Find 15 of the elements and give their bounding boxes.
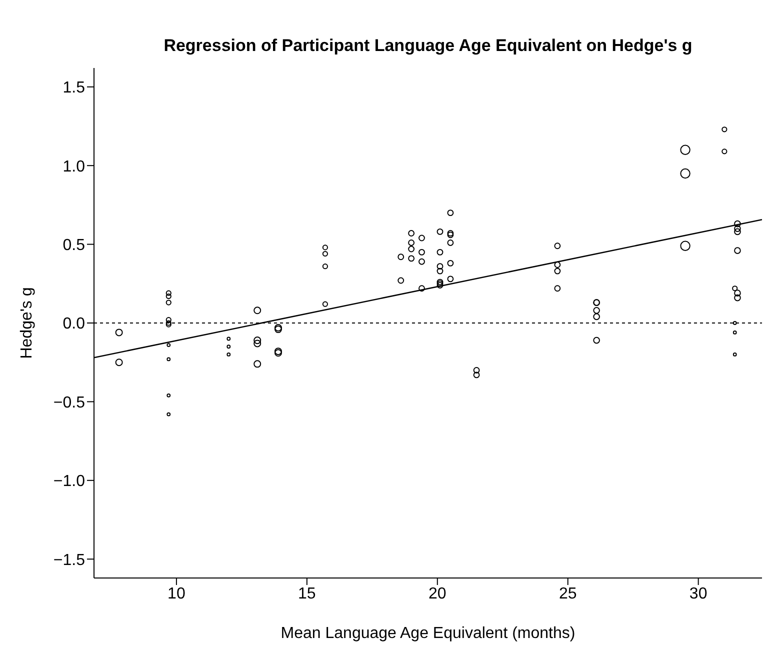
y-tick-label: −1.5 bbox=[53, 552, 86, 569]
x-tick-label: 25 bbox=[558, 585, 577, 602]
y-tick-label: 1.5 bbox=[62, 80, 86, 97]
y-tick-label: −1.0 bbox=[53, 473, 86, 490]
x-tick-label: 10 bbox=[168, 585, 186, 602]
x-tick-label: 15 bbox=[298, 585, 316, 602]
y-tick-label: 0.0 bbox=[62, 316, 86, 333]
x-tick-label: 20 bbox=[428, 585, 446, 602]
chart-title: Regression of Participant Language Age Equivalent on Hedge's g bbox=[162, 36, 694, 56]
x-tick-label: 30 bbox=[689, 585, 708, 602]
x-axis-title: Mean Language Age Equivalent (months) bbox=[280, 625, 576, 642]
y-tick-label: 0.5 bbox=[62, 236, 86, 254]
y-tick-label: 1.0 bbox=[62, 158, 86, 176]
y-tick-label: −0.5 bbox=[53, 394, 86, 412]
y-axis-title: Hedge's g bbox=[18, 287, 36, 359]
